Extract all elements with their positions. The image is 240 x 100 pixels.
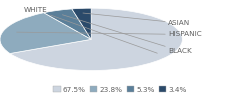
- Text: ASIAN: ASIAN: [83, 13, 190, 26]
- Legend: 67.5%, 23.8%, 5.3%, 3.4%: 67.5%, 23.8%, 5.3%, 3.4%: [50, 83, 190, 95]
- Text: BLACK: BLACK: [62, 15, 192, 54]
- Text: WHITE: WHITE: [24, 7, 157, 53]
- Wedge shape: [72, 8, 91, 39]
- Wedge shape: [0, 13, 91, 54]
- Wedge shape: [44, 9, 91, 39]
- Wedge shape: [10, 8, 182, 70]
- Text: HISPANIC: HISPANIC: [17, 31, 202, 37]
